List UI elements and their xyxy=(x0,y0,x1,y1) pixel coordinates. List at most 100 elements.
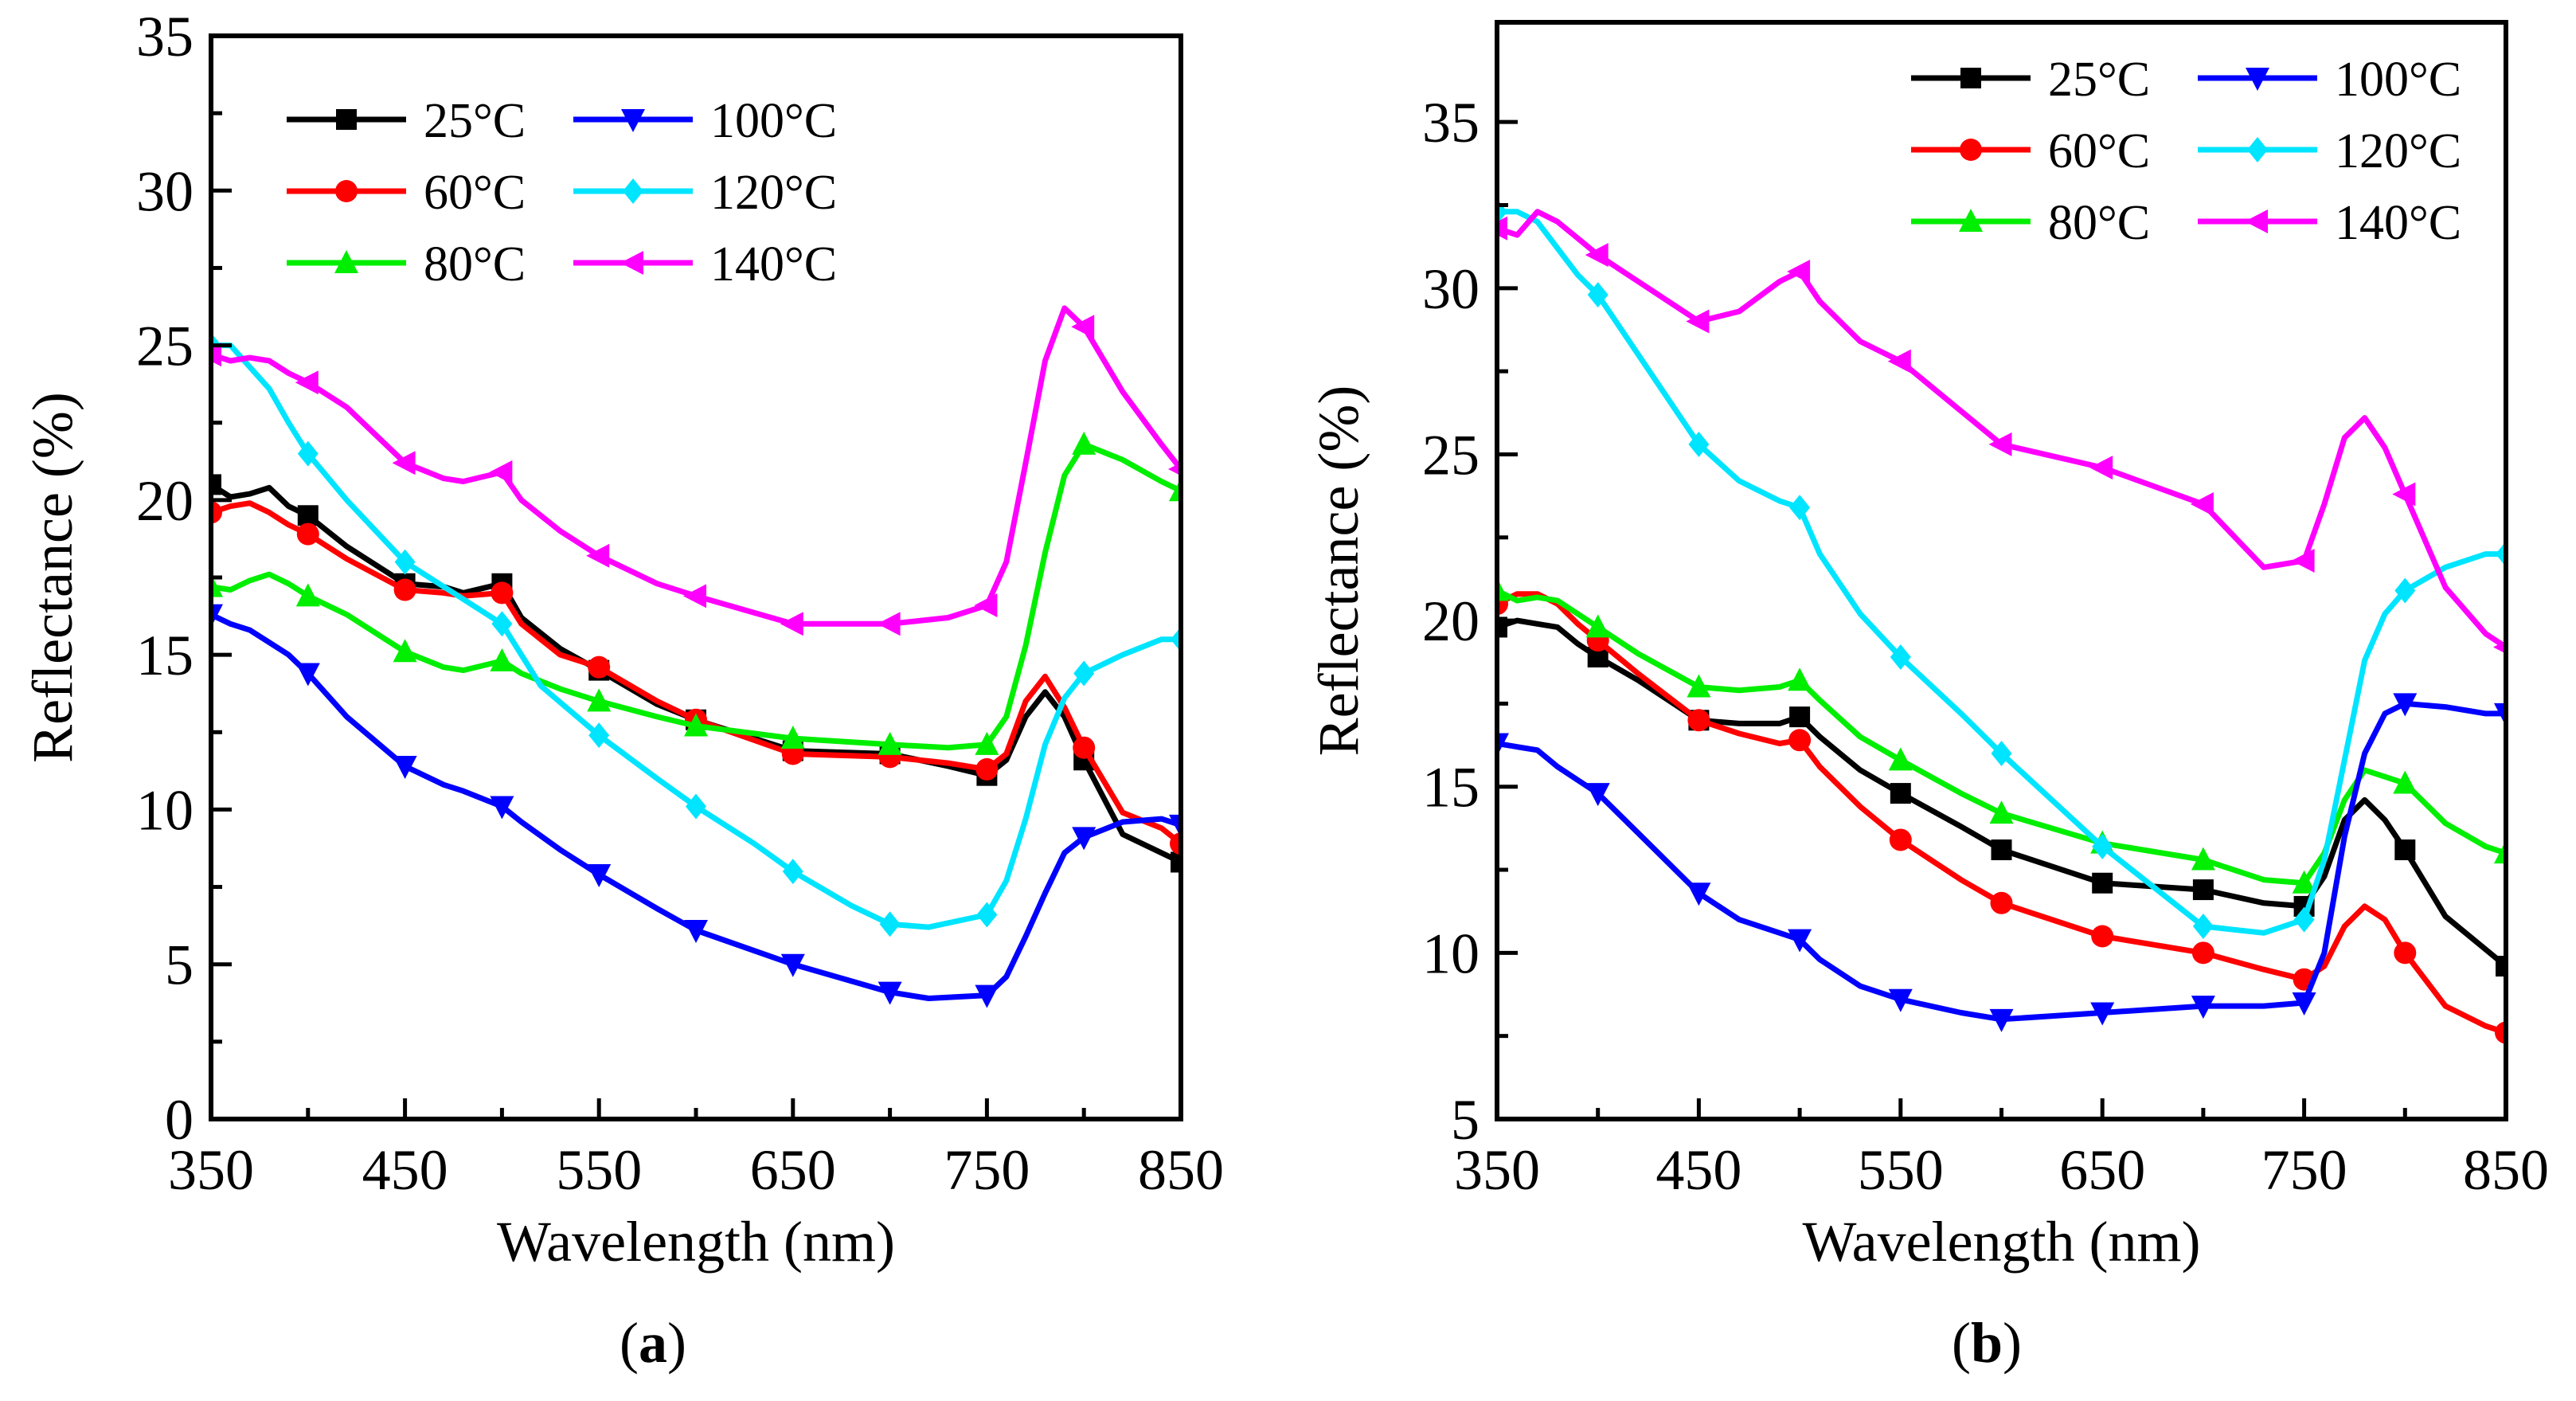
legend-item: 100°C xyxy=(2198,53,2461,107)
y-tick-label: 10 xyxy=(136,778,193,842)
data-point xyxy=(1168,462,1181,476)
x-tick-label: 850 xyxy=(1138,1138,1224,1202)
chart-panel-a: 350 450 550 650 750 850 0 5 10 15 20 25 30 35 Waveleng… xyxy=(21,5,1224,1375)
chart-panel-b: 350 450 550 650 750 850 5 10 15 20 25 30 35 Wavelengt… xyxy=(1307,20,2549,1375)
data-point xyxy=(1688,431,1710,457)
data-point xyxy=(1788,929,1812,953)
y-tick-label: 0 xyxy=(165,1088,193,1152)
x-tick-label: 350 xyxy=(168,1138,254,1202)
data-point xyxy=(1789,495,1811,521)
data-point xyxy=(975,757,999,781)
data-point xyxy=(1171,851,1181,873)
data-point xyxy=(588,655,611,679)
data-point xyxy=(1071,315,1095,339)
data-point xyxy=(976,902,998,928)
y-tick-label: 15 xyxy=(136,624,193,687)
data-point xyxy=(2191,847,2215,871)
data-point xyxy=(1497,577,1509,601)
data-point xyxy=(587,688,612,712)
legend-item: 60°C xyxy=(287,166,526,220)
legend-item: 120°C xyxy=(2198,124,2461,178)
caption-letter: a xyxy=(639,1311,667,1375)
series-100°C xyxy=(211,604,1181,1008)
data-point xyxy=(2291,548,2315,573)
data-point xyxy=(1687,882,1711,906)
data-point xyxy=(211,573,223,597)
legend-marker xyxy=(1960,68,1981,88)
x-axis-title: Wavelength (nm) xyxy=(1802,1210,2200,1274)
data-point xyxy=(1073,736,1096,759)
legend-label: 140°C xyxy=(710,237,837,292)
legend-label: 120°C xyxy=(710,166,837,220)
data-point xyxy=(2493,640,2506,654)
data-point xyxy=(1585,614,1610,638)
x-tick-label: 750 xyxy=(944,1138,1030,1202)
data-point xyxy=(879,911,901,937)
caption-open-paren: ( xyxy=(1952,1311,1971,1375)
data-point xyxy=(1072,431,1096,455)
data-point xyxy=(2293,906,2315,933)
legend-marker xyxy=(2247,137,2268,162)
data-point xyxy=(1887,349,1911,374)
data-point xyxy=(684,919,708,943)
data-point xyxy=(2495,1021,2506,1044)
data-point xyxy=(1788,729,1812,752)
y-tick-label: 5 xyxy=(1451,1088,1480,1152)
data-point xyxy=(1170,832,1181,855)
y-tick-label: 30 xyxy=(136,159,193,223)
panel-caption: (a) xyxy=(620,1311,686,1375)
series-line-140°C xyxy=(211,305,1181,627)
data-point xyxy=(1585,783,1610,807)
data-point xyxy=(1787,259,1811,284)
series-120°C xyxy=(1497,198,2506,939)
data-point xyxy=(1497,733,1509,757)
data-point xyxy=(490,648,514,671)
legend-item: 80°C xyxy=(1911,196,2150,250)
data-point xyxy=(683,584,706,609)
x-tick-label: 850 xyxy=(2463,1138,2549,1202)
y-axis-title: Reflectance (%) xyxy=(21,392,84,763)
y-tick-label: 25 xyxy=(136,315,193,378)
legend-marker xyxy=(621,109,645,132)
legend-marker xyxy=(334,250,358,273)
legend-marker xyxy=(1960,139,1982,161)
data-point xyxy=(490,796,514,820)
legend-item: 100°C xyxy=(573,94,837,148)
y-tick-label: 20 xyxy=(136,469,193,533)
data-point xyxy=(2393,693,2418,717)
data-point xyxy=(1687,674,1711,698)
data-point xyxy=(684,713,708,737)
plot-frame xyxy=(1495,20,2508,1121)
data-point xyxy=(2191,941,2214,965)
data-point xyxy=(491,611,513,637)
x-tick-label: 650 xyxy=(750,1138,836,1202)
caption-letter: b xyxy=(1971,1311,2003,1375)
y-tick-label: 30 xyxy=(1422,257,1480,321)
legend-item: 25°C xyxy=(1911,53,2150,107)
data-point xyxy=(392,451,416,475)
data-point xyxy=(2090,1002,2115,1026)
series-line-120°C xyxy=(1497,209,2506,936)
y-axis-title: Reflectance (%) xyxy=(1307,385,1370,757)
legend-item: 60°C xyxy=(1911,124,2150,178)
data-point xyxy=(2494,840,2506,864)
data-point xyxy=(211,474,221,495)
data-point xyxy=(1988,432,2012,456)
y-tick-label: 15 xyxy=(1422,756,1480,820)
data-point xyxy=(1989,800,2014,824)
data-point xyxy=(780,726,805,749)
data-point xyxy=(2392,482,2416,507)
data-point xyxy=(1888,747,1913,771)
x-tick-label: 550 xyxy=(1858,1138,1944,1202)
plot-frame xyxy=(209,33,1183,1121)
legend-label: 25°C xyxy=(2048,53,2150,107)
series-140°C xyxy=(211,305,1181,636)
data-point xyxy=(491,581,514,605)
x-tick-label: 450 xyxy=(1655,1138,1741,1202)
caption-close-paren: ) xyxy=(667,1311,686,1375)
data-point xyxy=(2089,456,2113,480)
legend-label: 100°C xyxy=(710,94,837,148)
series-line-100°C xyxy=(1497,700,2506,1023)
legend: 25°C 60°C 80°C 100°C 120°C 140°C xyxy=(1911,53,2461,250)
data-point xyxy=(1989,1008,2014,1032)
